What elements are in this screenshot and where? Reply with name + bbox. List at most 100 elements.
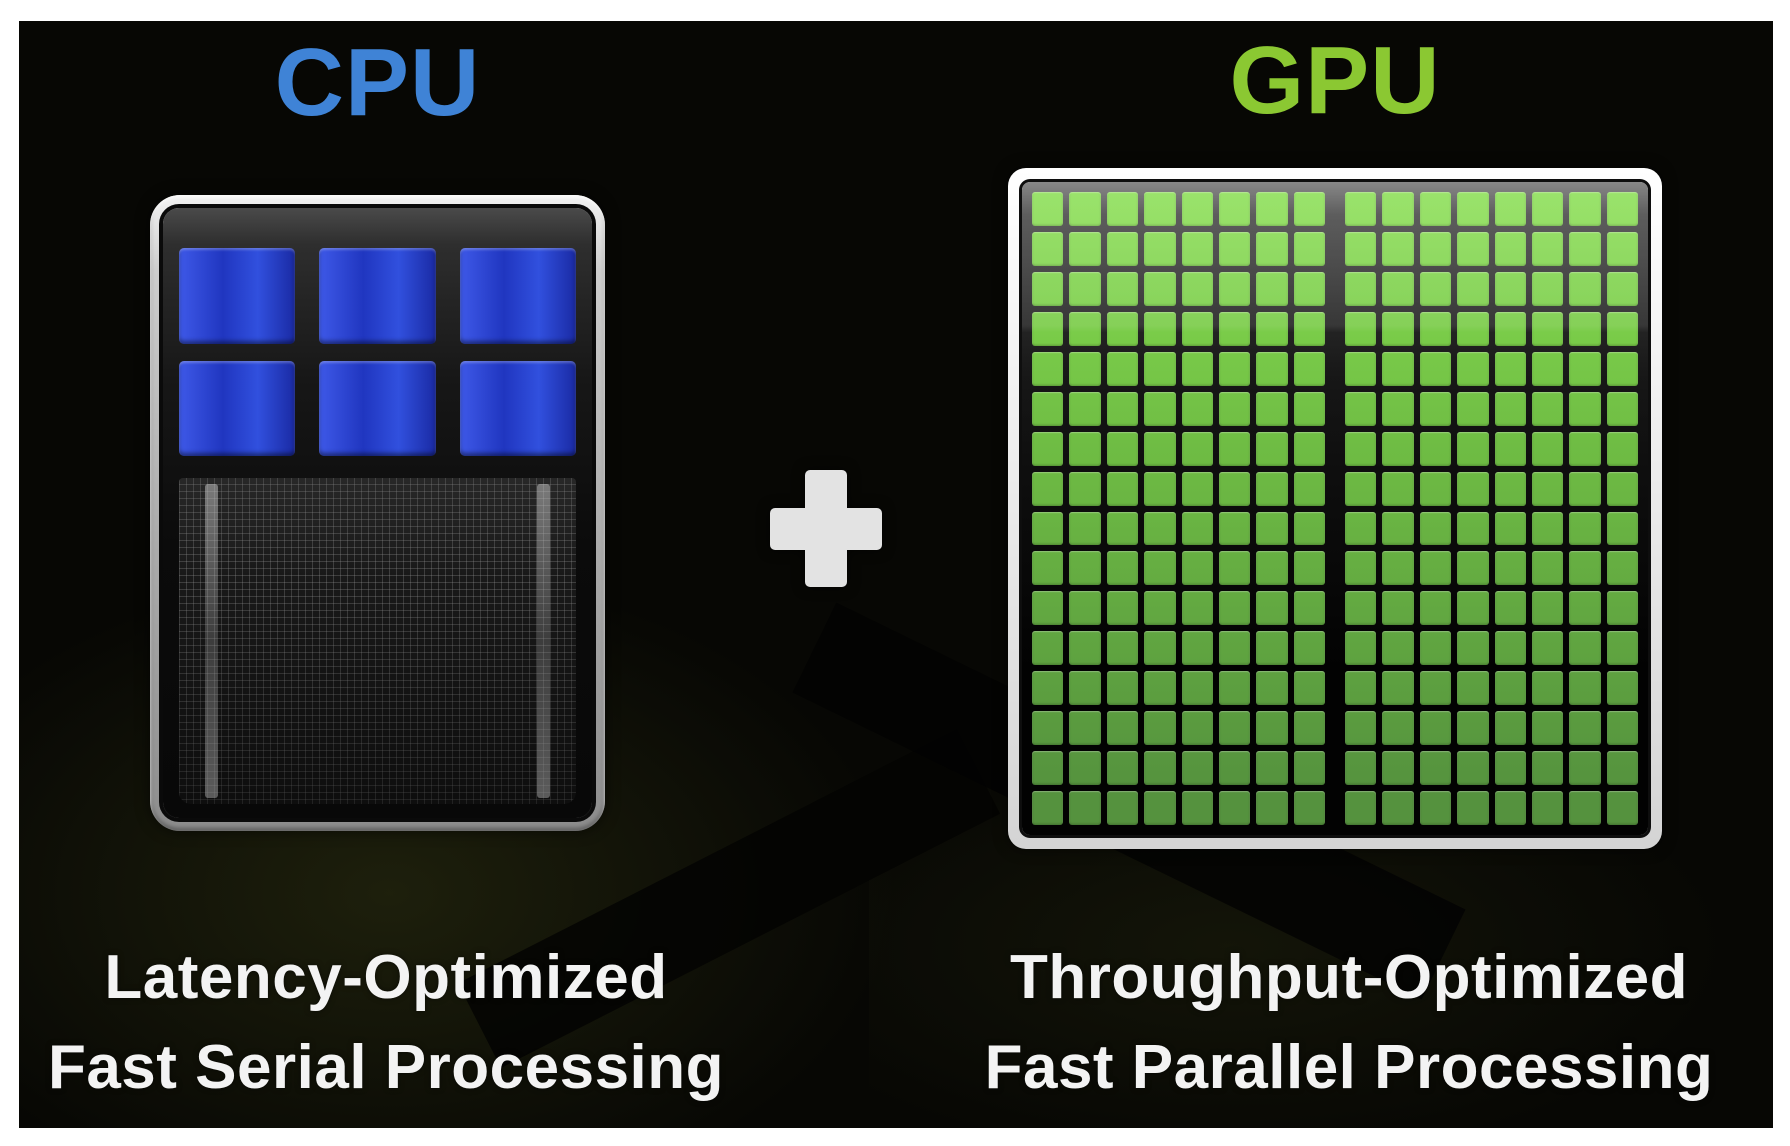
cpu-core xyxy=(179,360,296,456)
gpu-core-cell xyxy=(1144,391,1176,426)
gpu-core-cell xyxy=(1293,591,1325,626)
gpu-core-cell xyxy=(1144,231,1176,266)
gpu-core-cell xyxy=(1569,471,1601,506)
gpu-core-cell xyxy=(1256,591,1288,626)
gpu-core-cell xyxy=(1293,751,1325,786)
gpu-core-cell xyxy=(1144,311,1176,346)
gpu-core-cell xyxy=(1218,431,1251,466)
gpu-core-cell xyxy=(1457,231,1489,266)
gpu-core-cell xyxy=(1531,351,1564,386)
gpu-caption-line2: Fast Parallel Processing xyxy=(984,1033,1714,1102)
gpu-core-cell xyxy=(1531,271,1564,306)
gpu-core-cell xyxy=(1457,471,1489,506)
gpu-core-cell xyxy=(1382,431,1414,466)
gpu-core-cell xyxy=(1494,751,1526,786)
gpu-core-cell xyxy=(1419,671,1452,706)
gpu-core-cell xyxy=(1345,311,1377,346)
gpu-core-cell xyxy=(1382,192,1414,226)
gpu-core-cell xyxy=(1293,231,1325,266)
gpu-core-cell xyxy=(1606,591,1638,626)
gpu-core-cell xyxy=(1531,311,1564,346)
gpu-core-cell xyxy=(1144,751,1176,786)
gpu-core-cell xyxy=(1457,271,1489,306)
gpu-core-cell xyxy=(1032,511,1064,546)
cpu-core xyxy=(319,360,436,456)
gpu-core-cell xyxy=(1144,591,1176,626)
gpu-core-cell xyxy=(1457,591,1489,626)
gpu-core-cell xyxy=(1181,711,1213,746)
gpu-core-cell xyxy=(1106,511,1139,546)
gpu-core-cell xyxy=(1256,551,1288,586)
gpu-core-cell xyxy=(1531,511,1564,546)
gpu-core-cell xyxy=(1419,391,1452,426)
gpu-core-cell xyxy=(1032,311,1064,346)
gpu-core-cell xyxy=(1181,631,1213,666)
gpu-core-cell xyxy=(1457,511,1489,546)
gpu-core-cell xyxy=(1069,791,1101,825)
plus-icon-horizontal-bar xyxy=(770,507,882,550)
gpu-core-cell xyxy=(1256,231,1288,266)
gpu-core-cell xyxy=(1345,751,1377,786)
gpu-core-cell xyxy=(1606,551,1638,586)
gpu-core-cell xyxy=(1569,671,1601,706)
gpu-core-cell xyxy=(1419,711,1452,746)
gpu-core-cell xyxy=(1531,631,1564,666)
cache-stripe-right xyxy=(537,484,550,798)
cpu-core xyxy=(179,248,296,344)
gpu-core-cell xyxy=(1531,192,1564,226)
gpu-core-cell xyxy=(1144,631,1176,666)
gpu-core-cell xyxy=(1494,551,1526,586)
gpu-core-cell xyxy=(1032,671,1064,706)
gpu-core-cell xyxy=(1494,391,1526,426)
cpu-die xyxy=(163,208,592,818)
gpu-core-cell xyxy=(1293,551,1325,586)
gpu-core-cell xyxy=(1606,351,1638,386)
gpu-core-cell xyxy=(1218,511,1251,546)
gpu-core-cell xyxy=(1494,791,1526,825)
gpu-core-cell xyxy=(1293,391,1325,426)
gpu-core-cell xyxy=(1569,591,1601,626)
gpu-core-cell xyxy=(1144,671,1176,706)
gpu-core-cell xyxy=(1218,311,1251,346)
gpu-core-cell xyxy=(1569,631,1601,666)
gpu-core-cell xyxy=(1457,431,1489,466)
gpu-core-cell xyxy=(1345,591,1377,626)
gpu-core-cell xyxy=(1069,231,1101,266)
gpu-core-cell xyxy=(1606,751,1638,786)
gpu-core-cell xyxy=(1144,791,1176,825)
gpu-core-cell xyxy=(1106,711,1139,746)
gpu-core-cell xyxy=(1494,471,1526,506)
gpu-core-cell xyxy=(1494,192,1526,226)
gpu-core-cell xyxy=(1256,271,1288,306)
gpu-core-cell xyxy=(1494,311,1526,346)
gpu-core-cell xyxy=(1218,551,1251,586)
gpu-title: GPU xyxy=(1229,27,1441,134)
gpu-core-cell xyxy=(1144,471,1176,506)
gpu-core-cell xyxy=(1256,311,1288,346)
gpu-core-cell xyxy=(1419,591,1452,626)
gpu-core-cell xyxy=(1531,231,1564,266)
gpu-core-cell xyxy=(1569,551,1601,586)
gpu-core-cell xyxy=(1218,591,1251,626)
gpu-core-cell xyxy=(1419,431,1452,466)
gpu-core-cell xyxy=(1457,711,1489,746)
gpu-core-cell xyxy=(1494,271,1526,306)
gpu-core-cell xyxy=(1106,351,1139,386)
gpu-core-cell xyxy=(1106,271,1139,306)
gpu-core-cell xyxy=(1181,551,1213,586)
gpu-core-cell xyxy=(1106,591,1139,626)
gpu-core-cell xyxy=(1606,791,1638,825)
gpu-core-cell xyxy=(1069,311,1101,346)
gpu-core-cell xyxy=(1032,711,1064,746)
gpu-core-cell xyxy=(1419,551,1452,586)
gpu-core-cell xyxy=(1106,791,1139,825)
gpu-core-cell xyxy=(1256,791,1288,825)
gpu-core-cell xyxy=(1569,391,1601,426)
gpu-core-cell xyxy=(1494,351,1526,386)
gpu-core-cell xyxy=(1181,431,1213,466)
gpu-core-cell xyxy=(1419,631,1452,666)
gpu-core-cell xyxy=(1218,192,1251,226)
gpu-die xyxy=(1022,182,1648,835)
gpu-core-cell xyxy=(1531,391,1564,426)
